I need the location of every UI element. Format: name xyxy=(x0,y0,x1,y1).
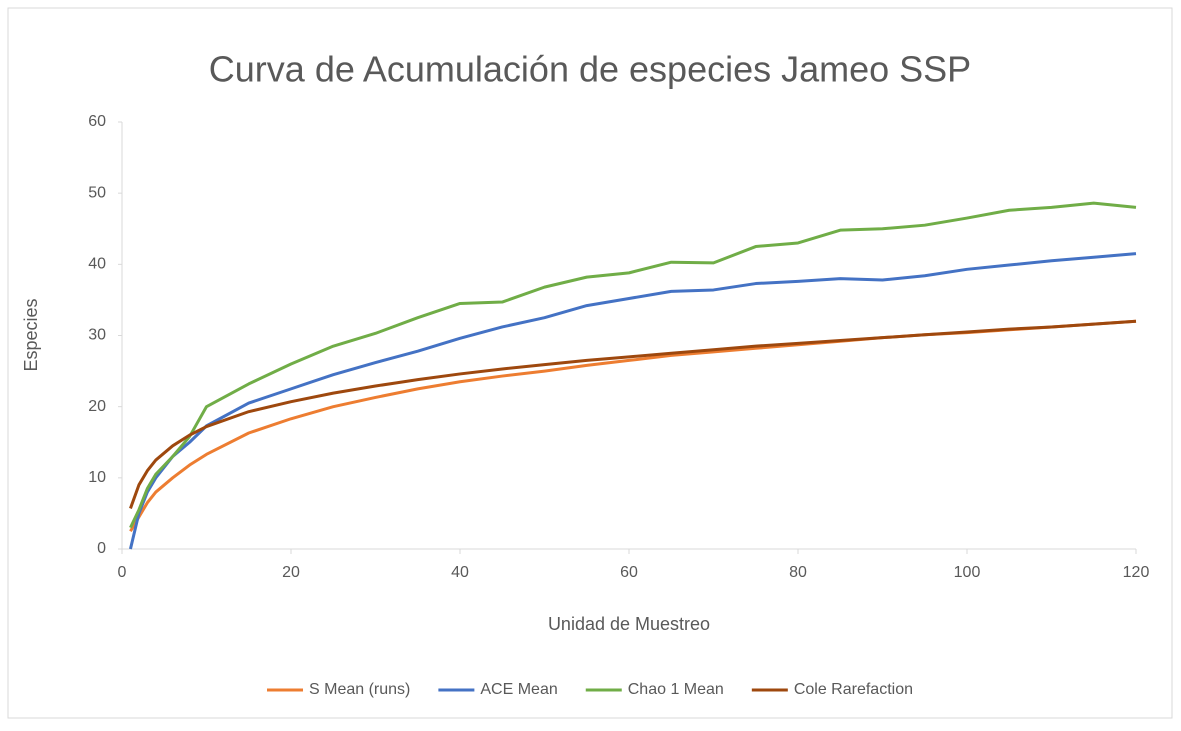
y-tick-label: 50 xyxy=(88,184,106,201)
legend-label: ACE Mean xyxy=(480,681,557,698)
x-tick-label: 80 xyxy=(789,564,807,581)
legend-label: Cole Rarefaction xyxy=(794,681,913,698)
y-tick-label: 60 xyxy=(88,113,106,130)
y-tick-label: 40 xyxy=(88,256,106,273)
chart-frame xyxy=(7,7,1173,719)
y-tick-label: 30 xyxy=(88,327,106,344)
series-line xyxy=(128,252,1137,550)
x-axis-label: Unidad de Muestreo xyxy=(548,614,710,634)
x-tick-label: 100 xyxy=(954,564,981,581)
y-tick-label: 20 xyxy=(88,398,106,415)
chart-title: Curva de Acumulación de especies Jameo S… xyxy=(209,49,971,90)
x-tick-label: 0 xyxy=(118,564,127,581)
series-line xyxy=(129,201,1137,529)
x-tick-label: 60 xyxy=(620,564,638,581)
y-axis-label: Especies xyxy=(21,298,41,371)
legend-label: S Mean (runs) xyxy=(309,681,410,698)
y-tick-label: 10 xyxy=(88,469,106,486)
x-tick-label: 40 xyxy=(451,564,469,581)
y-tick-label: 0 xyxy=(97,540,106,557)
legend-label: Chao 1 Mean xyxy=(628,681,724,698)
series-line xyxy=(129,319,1137,509)
x-tick-label: 20 xyxy=(282,564,300,581)
x-tick-label: 120 xyxy=(1123,564,1150,581)
